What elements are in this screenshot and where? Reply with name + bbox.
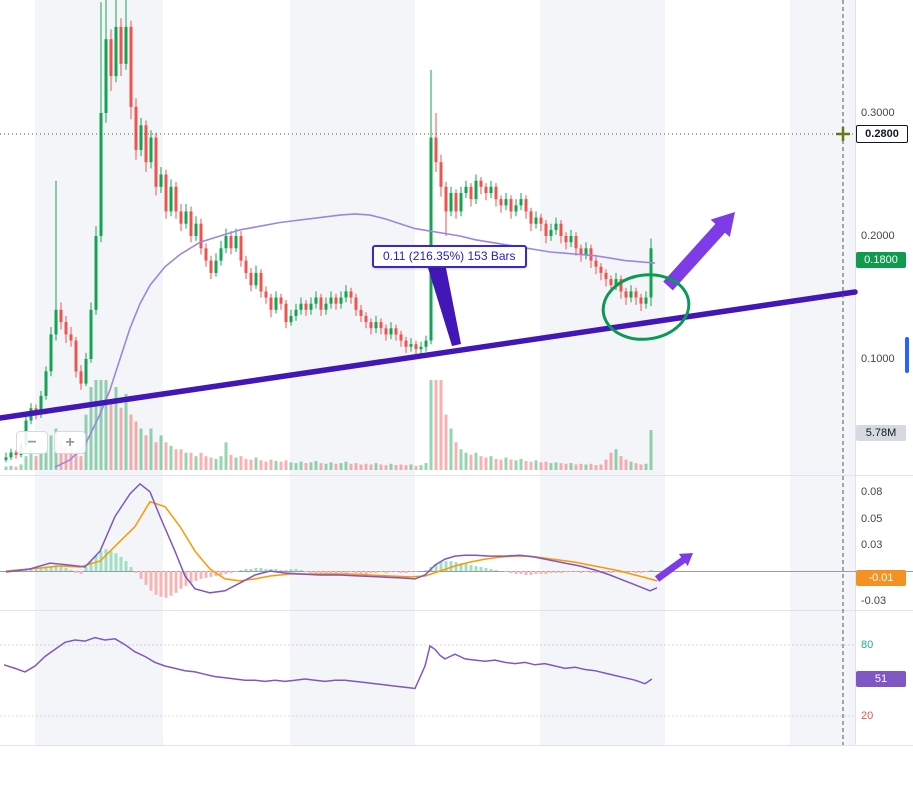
price-axis-label: -0.03 [861,595,887,607]
month-stripes [35,0,855,745]
price-scale-scrollbar-thumb[interactable] [905,337,909,373]
arrow-small-drawing[interactable] [654,553,693,582]
cursor-crosshair-icon [836,127,850,141]
rsi-value-badge: 51 [856,671,906,687]
zoom-in-button[interactable]: + [54,431,86,454]
trendline-drawing[interactable] [0,289,858,421]
time-axis[interactable]: JulAugSepOctNovDec 12/13/2020 [0,745,913,788]
zoom-controls: − + [16,431,86,454]
panel-separators [0,0,913,745]
crosshair [0,0,855,745]
arrow-up-drawing[interactable] [663,212,735,291]
measure-tooltip: 0.11 (216.35%) 153 Bars [372,245,527,268]
zoom-out-button[interactable]: − [16,431,48,454]
last-price-badge: 0.1800 [856,252,906,268]
volume-badge: 5.78M [856,425,906,441]
rsi-line [3,636,653,690]
price-axis-label: 80 [861,639,874,651]
candlestick-series [4,0,653,463]
price-axis-label: 20 [861,710,874,722]
price-axis-label: 0.03 [861,539,883,551]
price-chart-canvas[interactable] [0,0,913,745]
price-axis-label: 0.08 [861,486,883,498]
price-axis-label: 0.05 [861,513,883,525]
moving-average-line [54,213,656,468]
price-axis-label: 0.2000 [861,230,895,242]
macd-value-badge: -0.01 [856,570,906,586]
price-axis-label: 0.3000 [861,107,895,119]
macd-line [5,482,658,594]
crosshair-price-badge: 0.2800 [856,125,908,143]
macd-signal-line [5,500,658,582]
rsi-band-lines [0,644,855,717]
price-axis-label: 0.1000 [861,353,895,365]
measure-drawing[interactable] [428,268,461,346]
ellipse-drawing[interactable] [599,269,693,344]
